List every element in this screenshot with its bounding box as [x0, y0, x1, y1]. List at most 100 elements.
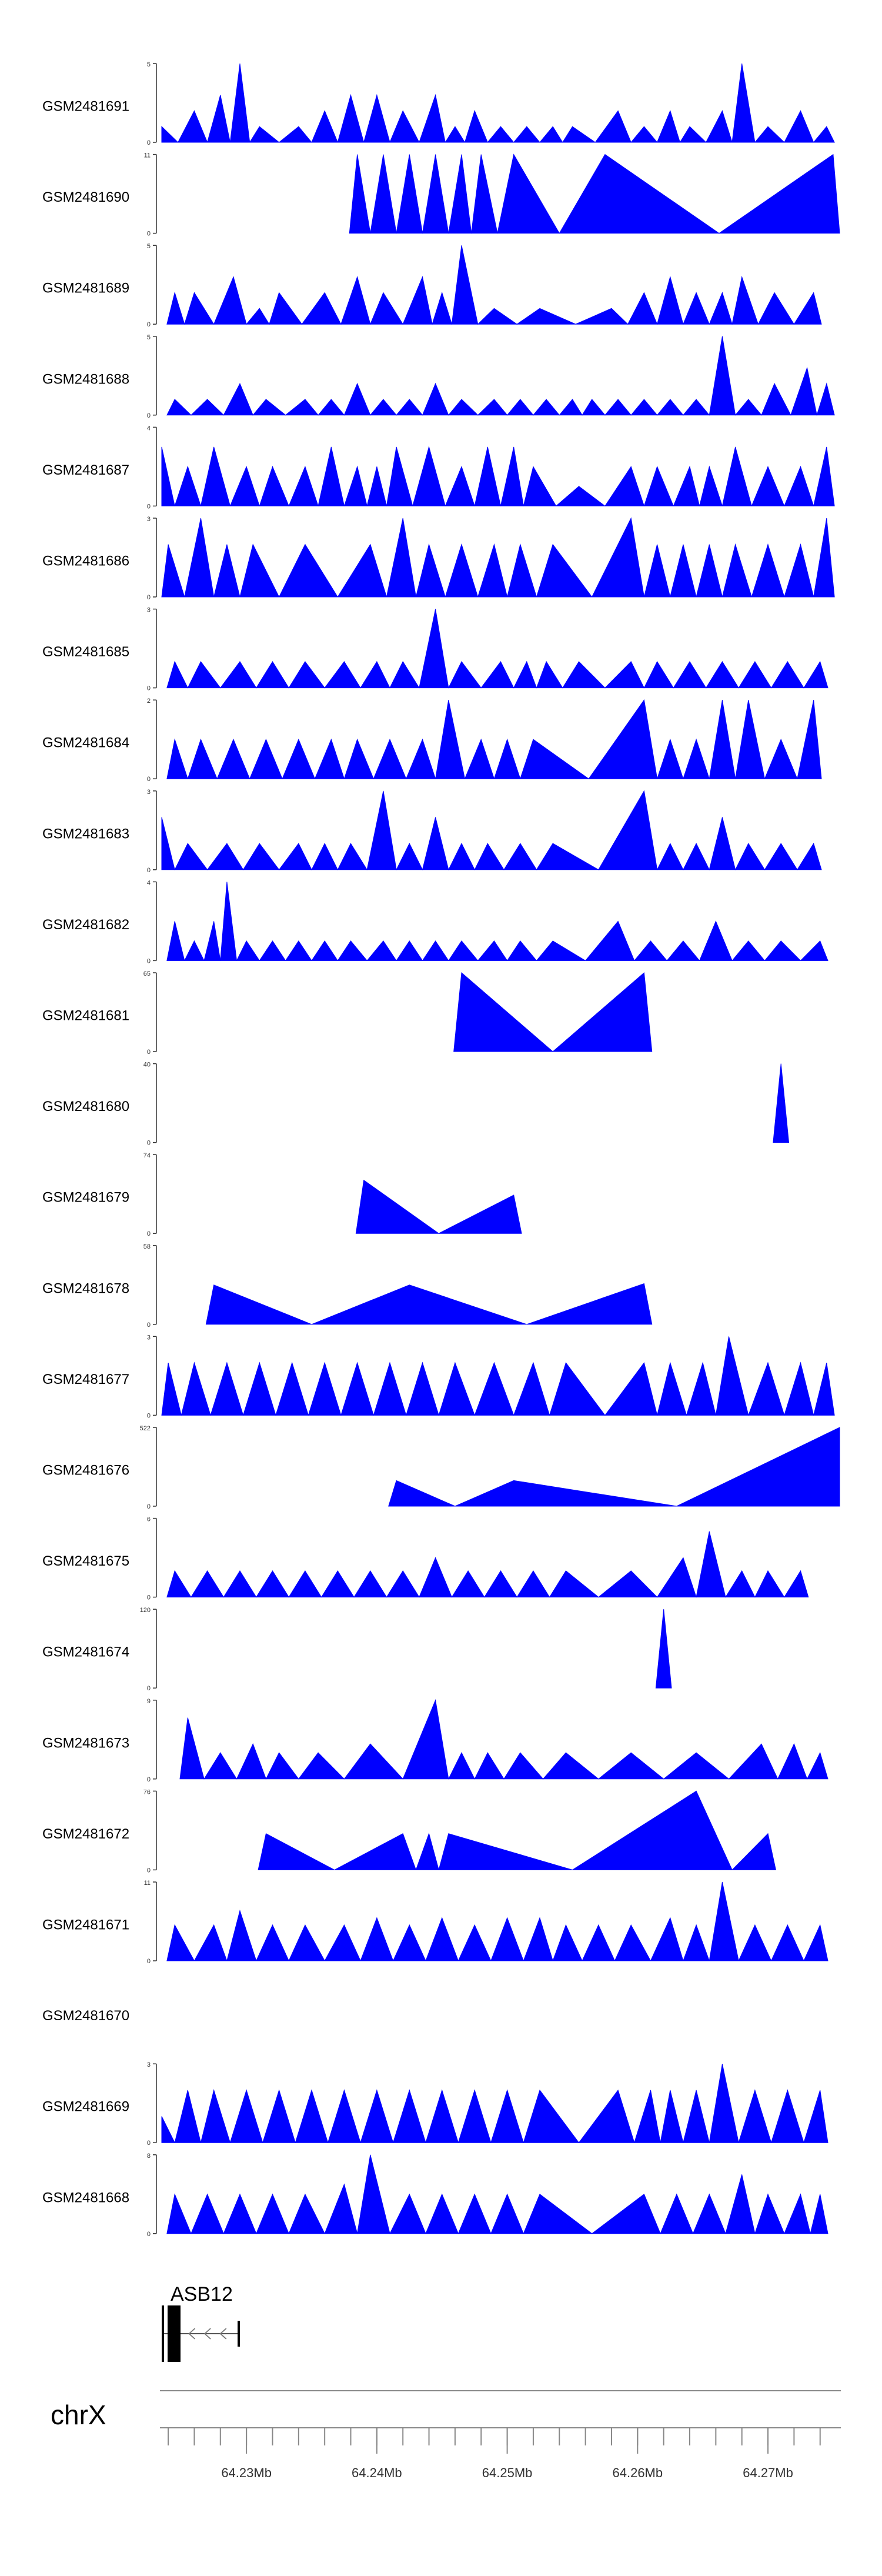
coverage-peak — [813, 446, 835, 506]
coverage-peak — [438, 1194, 522, 1234]
y-tick-label: 65 — [143, 970, 151, 977]
gene-exon — [162, 2305, 164, 2362]
coverage-peak — [386, 446, 413, 506]
coverage-peak — [278, 843, 312, 870]
coverage-peak — [777, 1743, 808, 1780]
coverage-peak — [220, 882, 238, 961]
coverage-peak — [311, 110, 339, 143]
coverage-peak — [386, 518, 416, 598]
y-tick-label: 3 — [147, 1334, 151, 1341]
coverage-peak — [242, 843, 280, 870]
coverage-peak — [161, 2116, 176, 2143]
coverage-peak — [349, 154, 371, 234]
coverage-peak — [549, 1362, 606, 1416]
track-GSM2481684: GSM2481684 2 0 — [42, 698, 822, 783]
coverage-peak — [673, 660, 707, 689]
coverage-peak — [552, 1924, 583, 1961]
coverage-peak — [363, 94, 390, 143]
coverage-peak — [474, 843, 505, 870]
coverage-peak — [578, 2089, 635, 2143]
y-tick-label: 0 — [147, 1776, 151, 1783]
coverage-peak — [686, 1362, 717, 1416]
genome-axis: chrX 64.23Mb 64.24Mb 64.25Mb 64.26Mb 64.27Mb — [51, 2390, 841, 2480]
coverage-peak — [389, 660, 420, 689]
coverage-peak — [670, 544, 697, 598]
coverage-peak — [269, 292, 303, 325]
coverage-peak — [477, 543, 508, 598]
coverage-peak — [389, 110, 420, 143]
coverage-peak — [357, 2154, 390, 2234]
coverage-peak — [559, 154, 720, 234]
coverage-peak — [337, 94, 365, 143]
coverage-peak — [298, 1752, 345, 1780]
coverage-peak — [445, 465, 475, 506]
x-tick-label: 64.23Mb — [221, 2465, 272, 2480]
y-tick-label: 0 — [147, 1322, 151, 1329]
coverage-peak — [542, 1752, 600, 1780]
coverage-peak — [223, 383, 253, 416]
coverage-peak — [591, 517, 644, 598]
coverage-peak — [288, 1570, 322, 1598]
coverage-peak — [213, 544, 240, 598]
coverage-peak — [229, 2089, 263, 2143]
coverage-peak — [816, 382, 835, 416]
coverage-peak — [784, 1362, 814, 1416]
coverage-peak — [343, 738, 375, 779]
track-label: GSM2481691 — [42, 99, 129, 115]
coverage-peak — [282, 738, 316, 779]
coverage-peak — [656, 109, 681, 143]
coverage-peak — [810, 2194, 828, 2234]
y-tick-label: 76 — [143, 1788, 151, 1796]
coverage-peak — [709, 817, 736, 870]
coverage-peak — [692, 2193, 726, 2234]
y-tick-label: 5 — [147, 334, 151, 341]
coverage-peak — [503, 843, 537, 870]
coverage-peak — [295, 2089, 329, 2143]
coverage-peak — [455, 1480, 677, 1507]
track-label: GSM2481673 — [42, 1735, 129, 1751]
y-tick-label: 74 — [143, 1152, 151, 1159]
y-tick-label: 4 — [147, 425, 151, 432]
coverage-peak — [445, 543, 479, 598]
y-tick-label: 3 — [147, 2061, 151, 2068]
coverage-peak — [206, 843, 244, 870]
coverage-peak — [161, 817, 175, 870]
coverage-peak — [457, 2193, 492, 2234]
coverage-peak — [562, 126, 596, 143]
track-GSM2481670: GSM2481670 — [42, 2008, 129, 2024]
coverage-peak — [477, 399, 508, 416]
coverage-peak — [318, 399, 345, 416]
coverage-peak — [425, 2089, 459, 2143]
coverage-peak — [536, 940, 587, 961]
coverage-peak — [193, 1924, 228, 1961]
coverage-peak — [355, 1179, 440, 1234]
coverage-peak — [396, 842, 423, 870]
coverage-peak — [259, 940, 286, 961]
coverage-peak — [422, 154, 449, 234]
coverage-peak — [725, 1570, 756, 1598]
gene-label: ASB12 — [171, 2283, 233, 2305]
coverage-peak — [682, 399, 710, 416]
coverage-peak — [643, 660, 674, 689]
track-GSM2481680: GSM2481680 40 0 — [42, 1062, 790, 1147]
track-GSM2481691: GSM2481691 5 0 — [42, 61, 835, 146]
coverage-peak — [471, 154, 498, 234]
gene-exon — [168, 2305, 181, 2362]
coverage-peak — [604, 1362, 658, 1416]
coverage-peak — [370, 292, 404, 325]
coverage-peak — [457, 1924, 492, 1961]
coverage-peak — [249, 126, 280, 143]
coverage-peak — [422, 940, 449, 961]
track-label: GSM2481678 — [42, 1280, 129, 1296]
coverage-peak — [396, 154, 423, 234]
coverage-peak — [748, 1362, 785, 1416]
coverage-peak — [203, 921, 221, 961]
coverage-peak — [239, 543, 280, 598]
coverage-peak — [582, 399, 606, 416]
coverage-peak — [516, 308, 576, 325]
track-label: GSM2481680 — [42, 1099, 129, 1115]
coverage-peak — [764, 940, 801, 961]
y-tick-label: 9 — [147, 1698, 151, 1705]
coverage-peak — [422, 382, 449, 416]
coverage-peak — [402, 276, 433, 325]
